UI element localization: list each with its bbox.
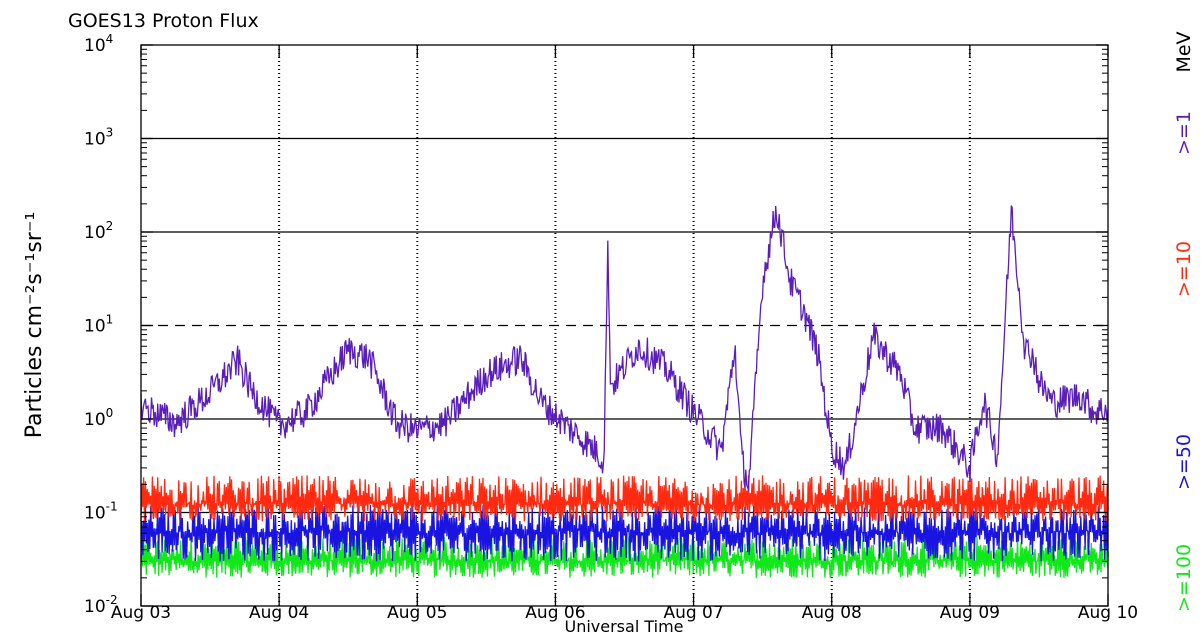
legend-label: >=100 (1173, 544, 1195, 612)
x-tick-label: Aug 03 (111, 603, 171, 623)
y-tick-label: 101 (84, 313, 113, 337)
y-tick-label: 104 (84, 32, 113, 56)
series-layer (141, 206, 1108, 578)
chart-title: GOES13 Proton Flux (68, 10, 259, 32)
x-tick-label: Aug 08 (802, 603, 862, 623)
x-axis-label: Universal Time (564, 617, 683, 635)
y-tick-label: 102 (84, 219, 113, 243)
x-tick-label: Aug 10 (1078, 603, 1138, 623)
y-tick-label: 10-1 (84, 500, 118, 524)
legend-label: >=50 (1173, 434, 1195, 490)
legend-label: >=10 (1173, 241, 1195, 297)
legend-label: >=1 (1173, 111, 1195, 155)
y-axis-label: Particles cm⁻²s⁻¹sr⁻¹ (22, 212, 47, 439)
x-tick-label: Aug 09 (940, 603, 1000, 623)
legend: >=100 >=50 >=10 >=1 MeV (1173, 31, 1195, 612)
y-tick-label: 100 (84, 406, 113, 430)
y-tick-label: 103 (84, 126, 113, 150)
series-line-ge10 (141, 475, 1108, 521)
legend-label: MeV (1173, 31, 1195, 72)
x-tick-label: Aug 05 (387, 603, 447, 623)
x-tick-label: Aug 04 (249, 603, 309, 623)
series-line-ge1 (141, 206, 1108, 490)
